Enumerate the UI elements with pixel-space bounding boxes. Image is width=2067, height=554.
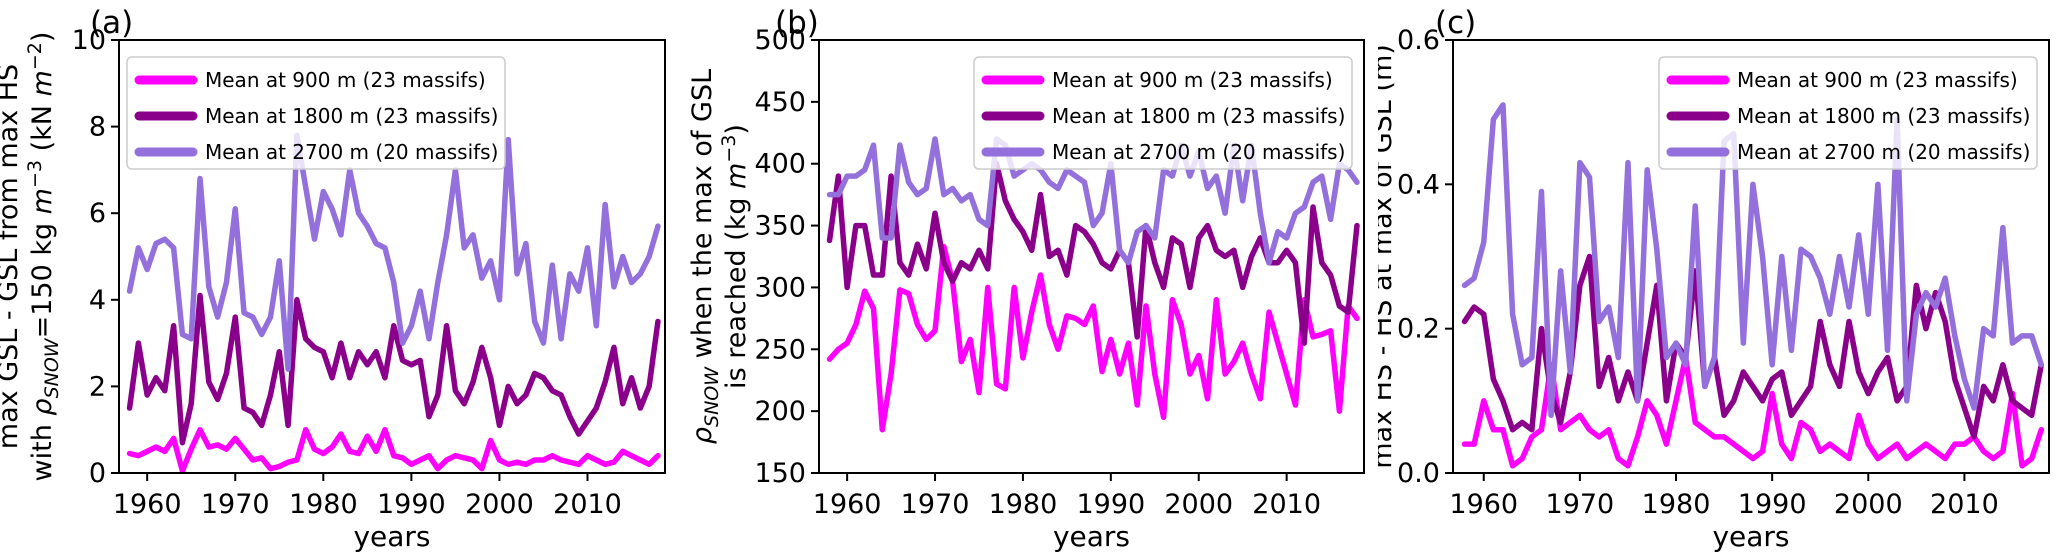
x-tick-label: 1980 xyxy=(1642,489,1711,520)
y-tick-label: 0.4 xyxy=(1397,169,1440,200)
y-axis-label-line-1: ρSNOW when the max of GSL xyxy=(689,69,723,444)
legend-box xyxy=(973,56,1353,170)
legend-label: Mean at 1800 m (23 massifs) xyxy=(1737,104,2030,128)
legend: Mean at 900 m (23 massifs) Mean at 1800 m… xyxy=(1658,56,2038,170)
y-tick-label: 400 xyxy=(754,149,806,180)
legend-label: Mean at 900 m (23 massifs) xyxy=(205,68,486,92)
x-tick-label: 2010 xyxy=(1252,489,1321,520)
y-axis-label-line-1: max GSL - GSL from max HS xyxy=(0,64,24,449)
axes-group-(c): (c) 0.0 0.2 0.4 0.6 1960 1970 1980 1990 2000 2010 y… xyxy=(1378,5,2050,553)
y-axis-label-line-2: with ρSNOW=150 kg m−3 (kN m−2) xyxy=(24,32,63,482)
chart-b-svg: (b) 150 200 250 300 350 400 450 500 1960 1970 1980 1… xyxy=(689,5,1365,553)
axes-frame xyxy=(818,39,1365,474)
y-tick-label: 300 xyxy=(754,272,806,303)
x-tick-label: 1990 xyxy=(1738,489,1807,520)
x-tick-label: 1970 xyxy=(201,489,270,520)
legend-label: Mean at 2700 m (20 massifs) xyxy=(1052,140,1345,164)
x-tick-label: 1960 xyxy=(113,489,182,520)
panel-c: (c) 0.0 0.2 0.4 0.6 1960 1970 1980 1990 2000 2010 y… xyxy=(1378,0,2067,554)
y-tick-label: 150 xyxy=(754,458,806,489)
y-tick-label: 450 xyxy=(754,87,806,118)
series-line-90023 xyxy=(1461,354,2045,469)
series-line-270020 xyxy=(826,136,1360,266)
x-tick-label: 1960 xyxy=(813,489,882,520)
x-tick-label: 1970 xyxy=(901,489,970,520)
y-tick-label: 250 xyxy=(754,334,806,365)
legend-box xyxy=(126,56,506,170)
y-tick-label: 0 xyxy=(89,458,106,489)
series-line-270020 xyxy=(1461,102,2045,419)
series-line-90023 xyxy=(826,243,1360,433)
y-tick-label: 0.2 xyxy=(1397,314,1440,345)
series-line-270020 xyxy=(126,132,661,372)
x-tick-label: 1960 xyxy=(1449,489,1518,520)
legend: Mean at 900 m (23 massifs) Mean at 1800 m… xyxy=(973,56,1353,170)
series-line-180023 xyxy=(126,292,661,446)
panel-a: (a) 0 2 4 6 8 10 1960 1970 1980 1990 2000 2010 years m… xyxy=(0,0,689,554)
axes-group-(b): (b) 150 200 250 300 350 400 450 500 1960 1970 1980 1… xyxy=(689,5,1365,553)
axes-frame xyxy=(118,39,666,474)
y-axis-label-line-1: max HS - HS at max of GSL (m) xyxy=(1378,44,1398,469)
y-tick-label: 0.0 xyxy=(1397,458,1440,489)
legend: Mean at 900 m (23 massifs) Mean at 1800 m… xyxy=(126,56,506,170)
y-tick-label: 350 xyxy=(754,211,806,242)
y-tick-label: 10 xyxy=(72,25,106,56)
x-tick-label: 1980 xyxy=(989,489,1058,520)
y-tick-label: 200 xyxy=(754,396,806,427)
panel-label: (b) xyxy=(775,5,819,41)
legend-label: Mean at 1800 m (23 massifs) xyxy=(1052,104,1345,128)
panel-b: (b) 150 200 250 300 350 400 450 500 1960 1970 1980 1… xyxy=(689,0,1378,554)
x-axis-label: years xyxy=(353,520,430,553)
x-axis-label: years xyxy=(1053,520,1130,553)
series-line-90023 xyxy=(126,426,661,474)
x-tick-label: 1990 xyxy=(377,489,446,520)
legend-box xyxy=(1658,56,2038,170)
x-tick-label: 2000 xyxy=(1834,489,1903,520)
y-tick-label: 4 xyxy=(89,285,106,316)
legend-label: Mean at 900 m (23 massifs) xyxy=(1052,68,1333,92)
y-tick-label: 2 xyxy=(89,371,106,402)
x-tick-label: 1990 xyxy=(1076,489,1145,520)
x-tick-label: 1980 xyxy=(289,489,358,520)
y-tick-label: 8 xyxy=(89,112,106,143)
axes-group-(a): (a) 0 2 4 6 8 10 1960 1970 1980 1990 2000 2010 years m… xyxy=(0,5,666,553)
legend-label: Mean at 2700 m (20 massifs) xyxy=(1737,140,2030,164)
legend-label: Mean at 1800 m (23 massifs) xyxy=(205,104,498,128)
chart-a-svg: (a) 0 2 4 6 8 10 1960 1970 1980 1990 2000 2010 years m… xyxy=(0,5,666,553)
y-tick-label: 0.6 xyxy=(1397,25,1440,56)
series-line-180023 xyxy=(1461,253,2045,440)
x-axis-label: years xyxy=(1712,520,1789,553)
y-tick-label: 500 xyxy=(754,25,806,56)
y-axis-label-line-2: is reached (kg m−3) xyxy=(718,124,752,389)
chart-c-svg: (c) 0.0 0.2 0.4 0.6 1960 1970 1980 1990 2000 2010 y… xyxy=(1378,5,2050,553)
x-tick-label: 2010 xyxy=(553,489,622,520)
legend-label: Mean at 900 m (23 massifs) xyxy=(1737,68,2018,92)
x-tick-label: 1970 xyxy=(1546,489,1615,520)
axes-frame xyxy=(1452,39,2050,474)
x-tick-label: 2000 xyxy=(465,489,534,520)
panel-label: (a) xyxy=(90,5,133,41)
y-tick-label: 6 xyxy=(89,198,106,229)
legend-label: Mean at 2700 m (20 massifs) xyxy=(205,140,498,164)
x-tick-label: 2010 xyxy=(1930,489,1999,520)
x-tick-label: 2000 xyxy=(1164,489,1233,520)
panel-label: (c) xyxy=(1435,5,1476,41)
